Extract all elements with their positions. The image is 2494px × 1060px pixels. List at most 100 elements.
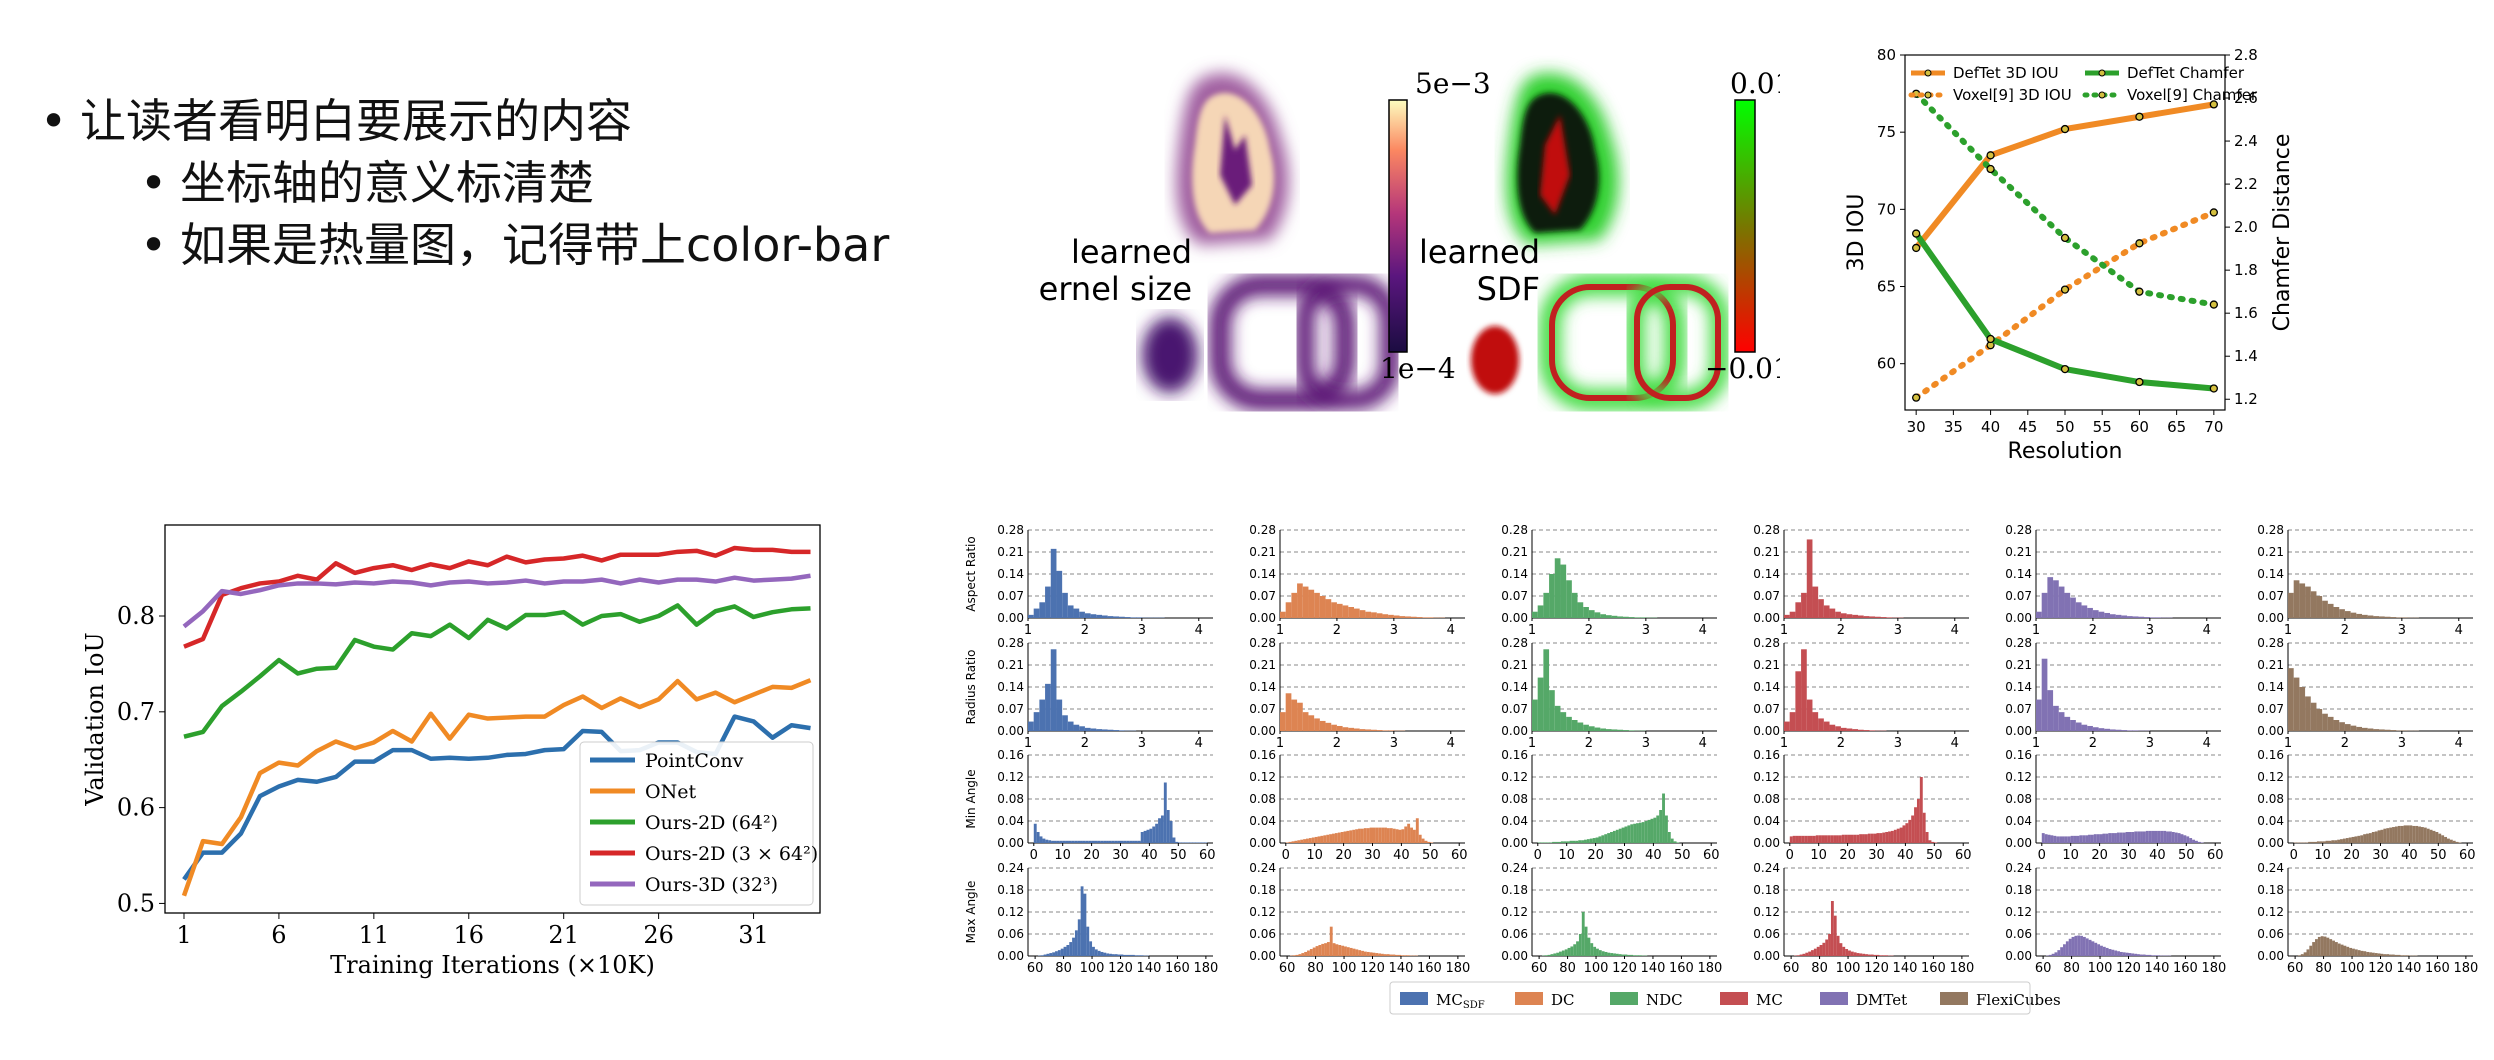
hist-bar bbox=[1537, 677, 1544, 731]
hist-y-tick-label: 0.08 bbox=[1501, 792, 1528, 806]
deftet-y2-tick-label: 2.0 bbox=[2234, 218, 2258, 236]
hist-x-tick-label: 2 bbox=[1585, 623, 1593, 638]
hist-legend-box bbox=[1389, 981, 2031, 1015]
hist-bar bbox=[1852, 729, 1858, 731]
hist-bar bbox=[1635, 955, 1639, 956]
hist-bar bbox=[2305, 696, 2311, 731]
hist-bar bbox=[1617, 729, 1624, 731]
hist-x-tick-label: 20 bbox=[1587, 848, 1604, 863]
hist-y-tick-label: 0.00 bbox=[2005, 611, 2032, 625]
hist-bar bbox=[1670, 838, 1674, 843]
hist-bar bbox=[1389, 828, 1393, 843]
hist-y-tick-label: 0.04 bbox=[1753, 814, 1780, 828]
hist-x-tick-label: 140 bbox=[2145, 961, 2170, 976]
hist-y-tick-label: 0.21 bbox=[2005, 545, 2032, 559]
hist-y-tick-label: 0.12 bbox=[1753, 770, 1780, 784]
hist-bar bbox=[2389, 827, 2393, 843]
hist-bar bbox=[1583, 724, 1589, 731]
hist-x-tick-label: 2 bbox=[1837, 623, 1845, 638]
hist-x-tick-label: 50 bbox=[1674, 848, 1691, 863]
hist-bar bbox=[1080, 840, 1083, 843]
hist-bar bbox=[2105, 947, 2109, 956]
deftet-point bbox=[1912, 229, 1921, 238]
hist-bar bbox=[1406, 955, 1410, 956]
hist-bar bbox=[1359, 729, 1366, 731]
hist-x-tick-label: 80 bbox=[1811, 961, 1828, 976]
hist-bar bbox=[2337, 943, 2341, 956]
hist-bar bbox=[1634, 617, 1641, 618]
hist-bar bbox=[1102, 615, 1108, 618]
hist-bar bbox=[1560, 712, 1567, 731]
hist-bar bbox=[2041, 658, 2048, 731]
hist-y-tick-label: 0.00 bbox=[2257, 724, 2284, 738]
hist-x-tick-label: 80 bbox=[2063, 961, 2080, 976]
hist-bar bbox=[1802, 953, 1806, 956]
hist-bar bbox=[1291, 699, 1298, 731]
hist-bar bbox=[2374, 831, 2378, 843]
hist-bar bbox=[1378, 827, 1382, 843]
hist-bar bbox=[2075, 722, 2082, 731]
hist-bar bbox=[1033, 823, 1037, 843]
hist-bar bbox=[2418, 826, 2421, 843]
hist-bar bbox=[1560, 841, 1564, 843]
hist-bar bbox=[1864, 834, 1868, 843]
deftet-point bbox=[2135, 287, 2144, 296]
hist-bar bbox=[1870, 954, 1874, 956]
hist-bar bbox=[1623, 616, 1629, 618]
hist-bar bbox=[1547, 954, 1551, 956]
hist-y-tick-label: 0.12 bbox=[997, 905, 1024, 919]
hist-x-tick-label: 100 bbox=[2088, 961, 2113, 976]
hist-bar bbox=[2082, 936, 2086, 956]
hist-bar bbox=[1833, 835, 1837, 843]
hist-bar bbox=[1888, 831, 1891, 843]
hist-y-tick-label: 0.00 bbox=[997, 949, 1024, 963]
hist-bar bbox=[2142, 831, 2146, 843]
hist-bar bbox=[1848, 950, 1851, 956]
hist-bar bbox=[2058, 586, 2065, 618]
deftet-legend-marker bbox=[2098, 69, 2106, 77]
hist-y-tick-label: 0.00 bbox=[997, 836, 1024, 850]
hist-bar bbox=[2088, 834, 2091, 843]
hist-bar bbox=[1836, 835, 1839, 843]
deftet-x-tick-label: 40 bbox=[1981, 418, 2000, 436]
hist-bar bbox=[1392, 954, 1396, 956]
hist-legend-subscript: SDF bbox=[1463, 1000, 1485, 1011]
hist-bar bbox=[1795, 602, 1802, 618]
hist-bar bbox=[2151, 955, 2155, 956]
hist-bar bbox=[1314, 592, 1320, 618]
hist-x-tick-label: 2 bbox=[2089, 736, 2097, 751]
kernel-cb-bottom: 1e−4 bbox=[1380, 352, 1456, 385]
hist-bar bbox=[1818, 835, 1822, 843]
hist-legend-swatch bbox=[1940, 992, 1968, 1005]
hist-bar bbox=[2171, 832, 2175, 843]
hist-y-tick-label: 0.28 bbox=[2005, 523, 2032, 537]
hist-bar bbox=[1392, 828, 1396, 843]
hist-bar bbox=[1352, 829, 1356, 843]
hist-x-tick-label: 160 bbox=[2173, 961, 2198, 976]
hist-bar bbox=[1366, 828, 1370, 843]
hist-bar bbox=[2131, 832, 2135, 843]
hist-x-tick-label: 4 bbox=[1951, 623, 1959, 638]
hist-bar bbox=[2077, 935, 2081, 956]
hist-bar bbox=[1549, 690, 1555, 731]
hist-bar bbox=[2104, 612, 2110, 618]
hist-bar bbox=[1329, 926, 1333, 956]
hist-bar bbox=[2377, 830, 2381, 843]
hist-bar bbox=[2397, 825, 2401, 843]
hist-row-label: Max Angle bbox=[964, 881, 978, 944]
deftet-x-tick-label: 45 bbox=[2018, 418, 2037, 436]
hist-bar bbox=[2373, 616, 2380, 618]
hist-bar bbox=[1381, 827, 1385, 843]
hist-bar bbox=[2050, 835, 2054, 843]
hist-bar bbox=[2057, 950, 2061, 956]
hist-x-tick-label: 1 bbox=[1780, 736, 1788, 751]
hist-bar bbox=[2114, 833, 2117, 843]
validation-legend-label: ONet bbox=[645, 781, 696, 803]
hist-bar bbox=[1653, 817, 1657, 843]
hist-bar bbox=[1172, 837, 1176, 843]
hist-bar bbox=[1280, 712, 1286, 731]
hist-bar bbox=[2127, 616, 2133, 618]
hist-bar bbox=[2139, 954, 2143, 956]
hist-bar bbox=[1382, 614, 1389, 618]
hist-bar bbox=[2342, 838, 2346, 843]
